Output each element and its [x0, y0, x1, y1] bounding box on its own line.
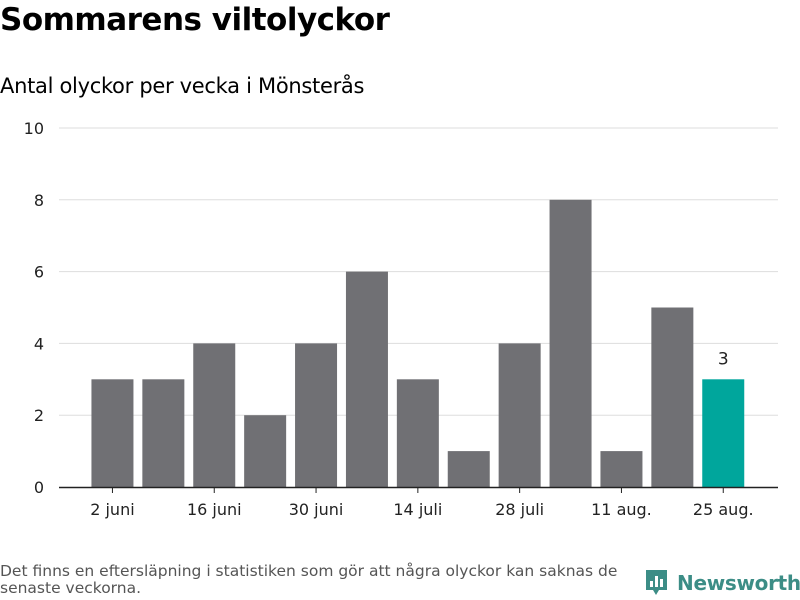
- bar-10: [549, 199, 592, 488]
- bar-5: [295, 343, 338, 487]
- bar-9: [498, 343, 541, 487]
- x-tick-label: 25 aug.: [693, 500, 754, 519]
- x-tick-label: 16 juni: [187, 500, 242, 519]
- bar-4: [244, 415, 287, 487]
- bar-2: [142, 379, 185, 487]
- footnote: Det finns en eftersläpning i statistiken…: [0, 562, 618, 597]
- y-tick-label: 10: [24, 119, 44, 138]
- y-axis-labels: 0 2 4 6 8 10: [24, 119, 44, 497]
- data-label: 3: [718, 349, 729, 369]
- x-tick-label: 11 aug.: [591, 500, 652, 519]
- chart-subtitle: Antal olyckor per vecka i Mönsterås: [0, 74, 365, 98]
- y-tick-label: 0: [34, 478, 44, 497]
- brand-logo: Newsworthy: [644, 568, 800, 598]
- y-tick-label: 2: [34, 406, 44, 425]
- bar-13: [702, 379, 745, 487]
- x-axis-labels: 2 juni 16 juni 30 juni 14 juli 28 juli 11 aug…: [90, 500, 753, 519]
- x-tick-label: 30 juni: [289, 500, 344, 519]
- x-tick-label: 28 juli: [495, 500, 544, 519]
- bar-6: [345, 271, 388, 487]
- bar-chart: 0 2 4 6 8 10 2 juni 16 juni 30 juni 14 juli 28 ju…: [24, 119, 778, 519]
- bars: [91, 199, 745, 488]
- y-tick-label: 4: [34, 334, 44, 353]
- bar-1: [91, 379, 134, 487]
- data-labels: 3: [718, 349, 729, 369]
- bar-3: [193, 343, 236, 487]
- bar-8: [447, 451, 490, 487]
- bar-11: [600, 451, 643, 487]
- brand-name: Newsworthy: [677, 571, 800, 595]
- bar-chart-speech-bubble-icon: [646, 570, 667, 595]
- bar-12: [651, 307, 694, 487]
- bar-7: [396, 379, 439, 487]
- x-tick-label: 2 juni: [90, 500, 134, 519]
- chart-title: Sommarens viltolyckor: [0, 2, 390, 38]
- y-tick-label: 6: [34, 263, 44, 282]
- y-tick-label: 8: [34, 191, 44, 210]
- x-tick-label: 14 juli: [393, 500, 442, 519]
- x-axis: [59, 486, 778, 493]
